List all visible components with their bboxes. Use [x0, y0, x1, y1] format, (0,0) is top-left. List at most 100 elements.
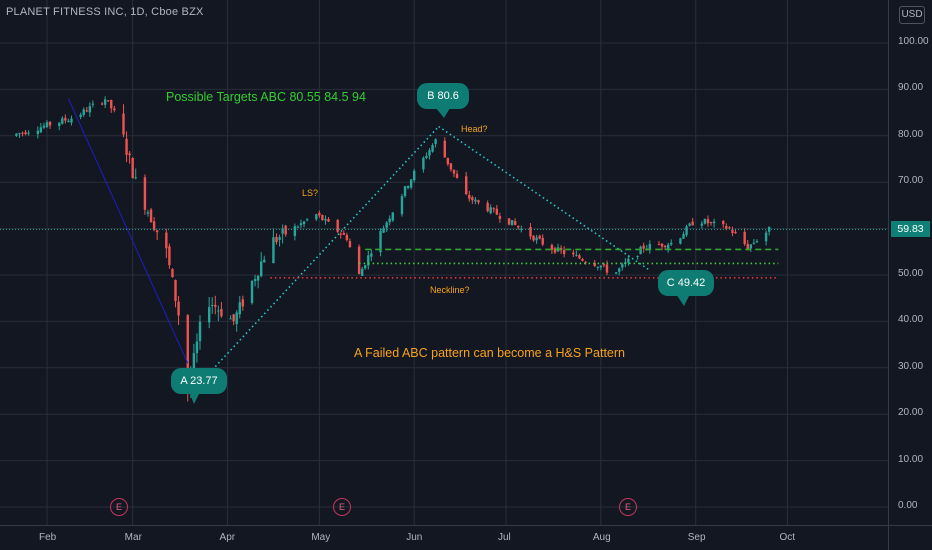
candle-body: [39, 127, 43, 133]
candle-body: [764, 232, 768, 242]
candle-body: [722, 220, 725, 225]
candle-body: [91, 103, 95, 105]
candle-body: [688, 223, 691, 226]
candle-body: [198, 321, 202, 342]
pattern-note-annotation[interactable]: A Failed ABC pattern can become a H&S Pa…: [354, 346, 625, 360]
callout-b[interactable]: B 80.6: [417, 83, 469, 109]
candle-body: [385, 222, 388, 228]
candle-body: [263, 259, 266, 263]
candle-body: [131, 158, 134, 179]
candle-body: [455, 173, 459, 179]
earnings-event-icon[interactable]: E: [619, 498, 637, 516]
candle-body: [85, 110, 88, 112]
candle-body: [143, 177, 147, 210]
candle-body: [100, 103, 104, 105]
candle-body: [538, 235, 541, 239]
candle-body: [489, 207, 492, 214]
time-tick-label: Mar: [124, 532, 142, 543]
price-tick-label: 70.00: [898, 175, 924, 187]
candle-body: [345, 234, 349, 241]
left-shoulder-annotation[interactable]: LS?: [302, 188, 319, 198]
candle-body: [177, 301, 180, 316]
candle-body: [110, 100, 113, 109]
callout-c[interactable]: C 49.42: [658, 270, 714, 296]
candle-body: [602, 264, 606, 266]
candle-body: [691, 221, 694, 226]
candle-body: [321, 214, 324, 221]
candle-body: [425, 155, 428, 159]
candle-body: [48, 121, 52, 126]
candle-body: [452, 169, 456, 174]
time-tick-label: Oct: [779, 532, 796, 543]
earnings-event-icon[interactable]: E: [333, 498, 351, 516]
candle-body: [152, 221, 156, 231]
callout-pointer: [189, 392, 200, 404]
drawing-line[interactable]: [67, 98, 189, 364]
candle-body: [379, 230, 382, 253]
drawing-line[interactable]: [438, 125, 651, 272]
candle-body: [752, 242, 756, 244]
price-tick-label: 20.00: [898, 407, 924, 419]
neckline-annotation[interactable]: Neckline?: [430, 285, 470, 295]
candle-body: [318, 212, 321, 216]
candle-body: [682, 234, 685, 239]
candle-body: [679, 238, 682, 244]
candle-body: [64, 117, 67, 121]
price-tick-label: 80.00: [898, 128, 924, 140]
candle-body: [232, 314, 235, 322]
candle-body: [562, 249, 566, 254]
candle-body: [498, 216, 502, 219]
candle-body: [302, 221, 306, 225]
candle-body: [474, 199, 477, 202]
candle-body: [103, 99, 107, 105]
time-tick-label: Apr: [219, 532, 236, 543]
candle-body: [171, 268, 174, 278]
candle-body: [211, 304, 214, 306]
candle-body: [767, 226, 771, 232]
candle-body: [67, 120, 70, 122]
candle-body: [422, 157, 425, 170]
candle-body: [15, 133, 18, 136]
candle-body: [553, 248, 557, 253]
chart-title: PLANET FITNESS INC, 1D, Cboe BZX: [6, 6, 204, 18]
candle-body: [642, 245, 645, 249]
candle-body: [743, 231, 746, 245]
candle-body: [627, 258, 630, 263]
candle-body: [45, 122, 49, 128]
candle-body: [614, 272, 618, 274]
candle-body: [449, 163, 453, 170]
candle-body: [657, 244, 661, 246]
price-tick-label: 50.00: [898, 268, 924, 279]
candle-body: [746, 243, 749, 250]
time-tick-label: May: [311, 532, 331, 543]
candle-body: [477, 200, 480, 203]
candle-body: [443, 140, 446, 158]
candle-body: [517, 225, 520, 228]
candle-body: [168, 246, 171, 266]
candle-body: [70, 118, 73, 123]
earnings-event-icon[interactable]: E: [110, 498, 128, 516]
candle-body: [391, 212, 394, 221]
candle-body: [342, 232, 346, 235]
targets-annotation[interactable]: Possible Targets ABC 80.55 84.5 94: [166, 90, 366, 104]
time-tick-label: Feb: [39, 532, 57, 543]
candle-body: [725, 225, 728, 229]
candle-body: [155, 230, 159, 233]
candle-body: [315, 214, 318, 220]
candle-body: [149, 209, 153, 223]
candle-body: [278, 237, 281, 241]
candle-body: [605, 264, 609, 273]
candle-body: [18, 133, 21, 135]
candle-body: [541, 237, 544, 245]
candle-body: [685, 226, 688, 236]
candle-body: [618, 268, 621, 272]
currency-button[interactable]: USD: [899, 6, 925, 24]
candle-body: [728, 227, 731, 229]
candle-body: [88, 106, 92, 113]
callout-a[interactable]: A 23.77: [171, 368, 227, 394]
head-annotation[interactable]: Head?: [461, 124, 488, 134]
drawing-line[interactable]: [196, 125, 440, 387]
candle-body: [593, 263, 596, 267]
candle-body: [636, 255, 639, 257]
